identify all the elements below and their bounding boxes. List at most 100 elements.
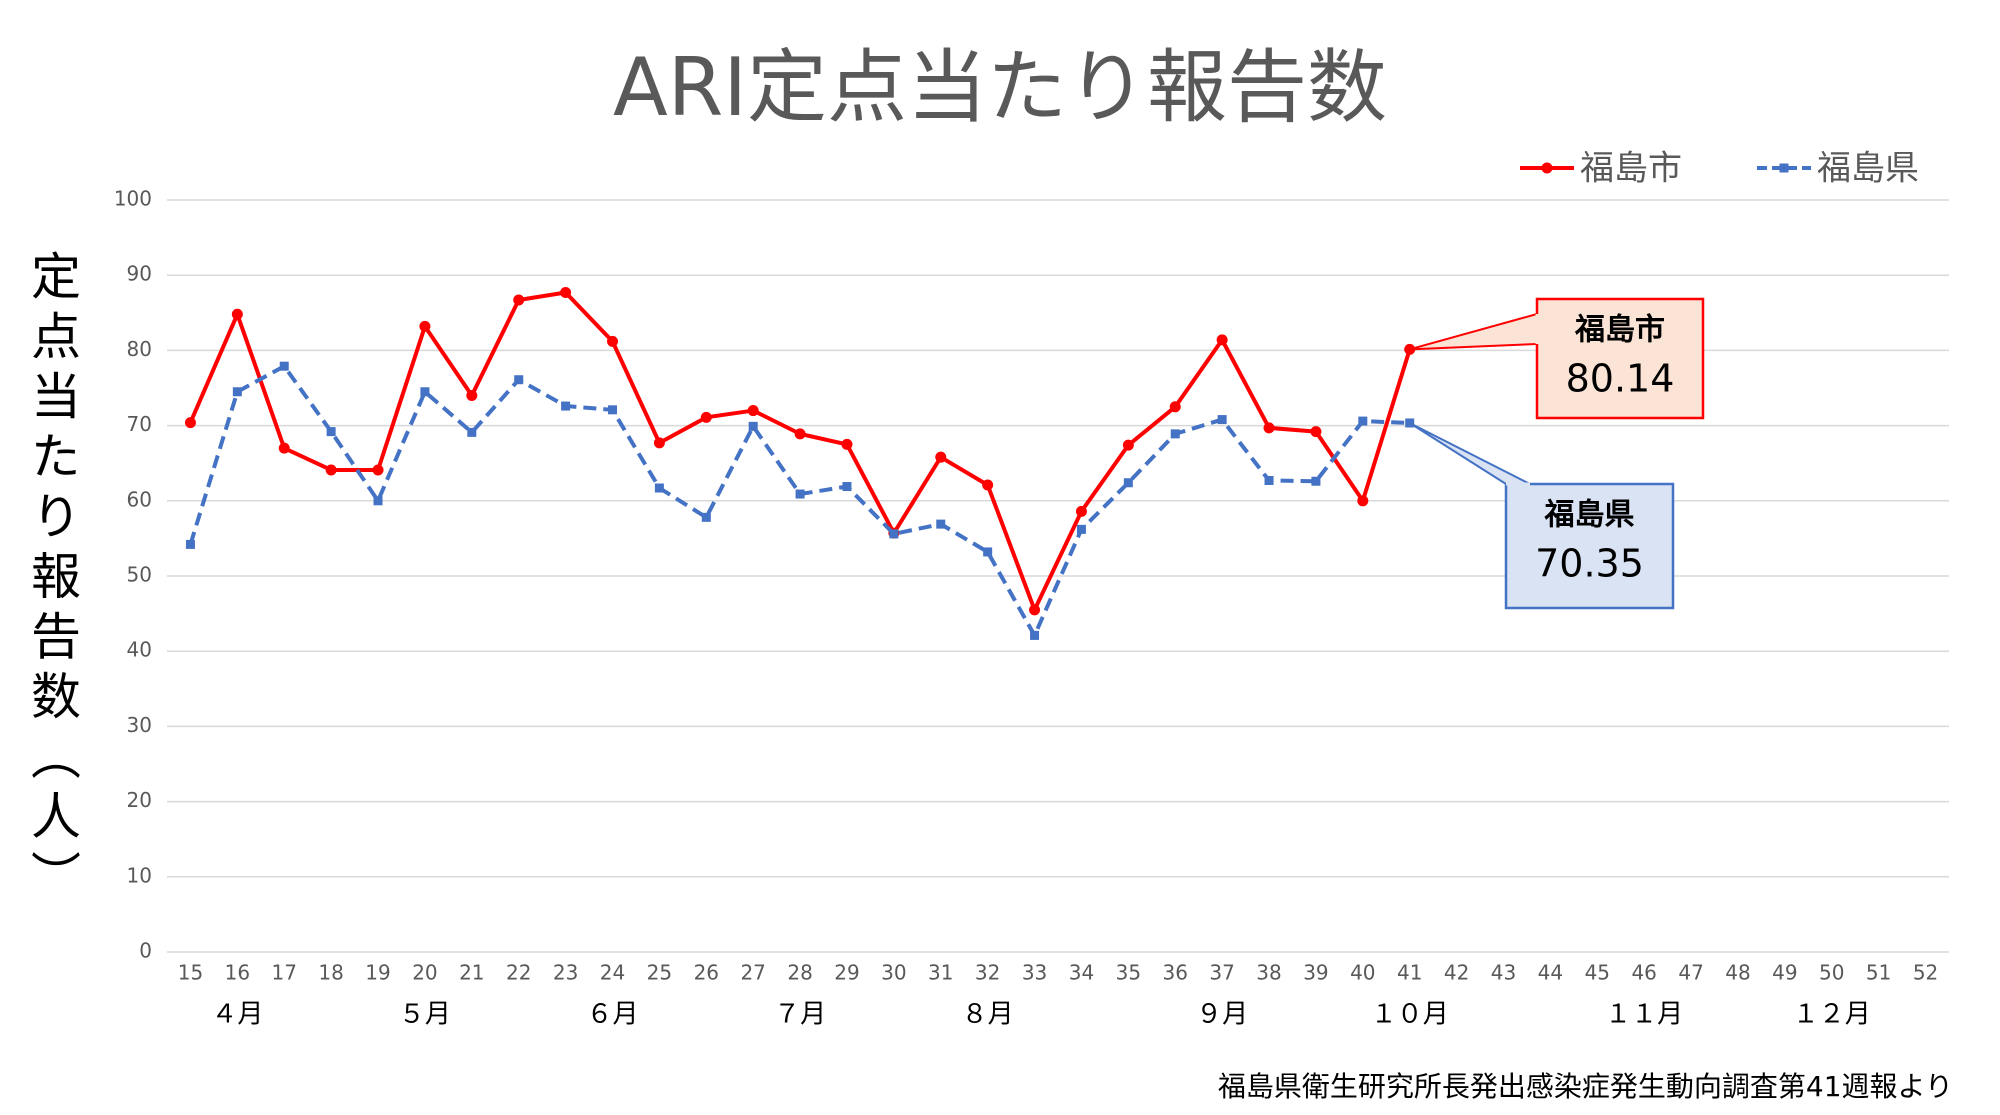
callout-value: 70.35	[1535, 542, 1644, 586]
x-tick-label: 23	[553, 961, 578, 985]
point	[419, 320, 431, 332]
y-tick-label: 30	[127, 713, 152, 737]
x-tick-label: 40	[1350, 961, 1375, 985]
point	[326, 427, 336, 437]
point	[1358, 416, 1368, 426]
x-tick-label: 31	[928, 961, 953, 985]
legend-label: 福島県	[1817, 149, 1919, 189]
point	[1779, 163, 1789, 173]
y-tick-label: 0	[139, 939, 152, 963]
y-tick-label: 70	[127, 412, 152, 436]
point	[889, 529, 899, 539]
point	[560, 286, 572, 298]
point	[1075, 505, 1087, 517]
point	[608, 405, 617, 415]
x-tick-label: 18	[318, 961, 343, 985]
legend-label: 福島市	[1580, 149, 1682, 189]
x-tick-label: 51	[1866, 961, 1891, 985]
point	[842, 482, 852, 492]
chart-title: ARI定点当たり報告数	[613, 41, 1387, 134]
x-tick-label: 20	[412, 961, 437, 985]
callout-value: 80.14	[1566, 357, 1675, 401]
point	[1311, 476, 1321, 486]
y-tick-label: 60	[127, 487, 152, 511]
x-tick-label: 33	[1022, 961, 1047, 985]
point	[1217, 415, 1227, 425]
point	[653, 437, 665, 449]
point	[1076, 524, 1086, 534]
x-tick-label: 36	[1163, 961, 1188, 985]
point	[513, 294, 525, 306]
point	[184, 417, 196, 429]
point	[1123, 478, 1133, 488]
point	[747, 405, 759, 417]
x-tick-label: 29	[834, 961, 859, 985]
x-tick-label: 28	[787, 961, 812, 985]
x-tick-label: 41	[1397, 961, 1422, 985]
point	[700, 411, 712, 423]
x-tick-label: 19	[365, 961, 390, 985]
x-tick-label: 38	[1256, 961, 1281, 985]
x-tick-label: 45	[1585, 961, 1610, 985]
month-label: ９月	[1196, 1000, 1248, 1030]
x-tick-label: 49	[1772, 961, 1797, 985]
y-tick-label: 50	[127, 563, 152, 587]
month-label: １１月	[1605, 1000, 1683, 1030]
point	[841, 438, 853, 450]
point	[561, 401, 571, 411]
point	[748, 421, 758, 431]
x-tick-label: 16	[225, 961, 250, 985]
source-note: 福島県衛生研究所長発出感染症発生動向調査第41週報より	[1218, 1070, 1953, 1103]
month-label: ５月	[399, 1000, 451, 1030]
x-tick-label: 46	[1631, 961, 1656, 985]
point	[654, 483, 664, 493]
point	[935, 451, 947, 463]
x-tick-label: 34	[1069, 961, 1094, 985]
point	[420, 387, 430, 397]
point	[701, 512, 711, 522]
y-tick-label: 20	[127, 788, 152, 812]
point	[795, 489, 805, 499]
y-tick-label: 100	[114, 187, 152, 211]
x-tick-label: 37	[1209, 961, 1234, 985]
point	[373, 496, 383, 506]
y-tick-label: 10	[127, 863, 152, 887]
callout-name: 福島市	[1574, 313, 1665, 348]
month-label: ４月	[211, 1000, 263, 1030]
point	[794, 428, 806, 440]
point	[232, 387, 242, 397]
point	[1122, 439, 1134, 451]
x-tick-label: 47	[1678, 961, 1703, 985]
callout-pointer	[1409, 422, 1531, 485]
point	[279, 361, 289, 371]
x-tick-label: 30	[881, 961, 906, 985]
point	[231, 308, 243, 320]
month-label: ７月	[774, 1000, 826, 1030]
callout-pointer	[1409, 313, 1538, 351]
point	[467, 427, 477, 437]
point	[982, 479, 994, 491]
x-tick-label: 25	[647, 961, 672, 985]
x-tick-label: 35	[1116, 961, 1141, 985]
y-axis-label: 定点当たり報告数（人）	[23, 250, 81, 910]
callout-box	[1535, 297, 1705, 420]
point	[936, 519, 946, 529]
point	[372, 464, 384, 476]
x-tick-label: 44	[1538, 961, 1563, 985]
point	[1169, 401, 1181, 413]
x-tick-label: 17	[272, 961, 297, 985]
x-tick-label: 22	[506, 961, 531, 985]
x-tick-label: 39	[1303, 961, 1328, 985]
y-tick-label: 80	[127, 337, 152, 361]
y-tick-label: 40	[127, 638, 152, 662]
point	[1541, 162, 1553, 174]
y-tick-label: 90	[127, 262, 152, 286]
point	[1264, 475, 1274, 485]
callout-box	[1504, 482, 1675, 610]
x-tick-label: 43	[1491, 961, 1516, 985]
x-tick-label: 21	[459, 961, 484, 985]
x-tick-label: 52	[1913, 961, 1938, 985]
point	[983, 547, 993, 557]
month-label: ６月	[586, 1000, 638, 1030]
